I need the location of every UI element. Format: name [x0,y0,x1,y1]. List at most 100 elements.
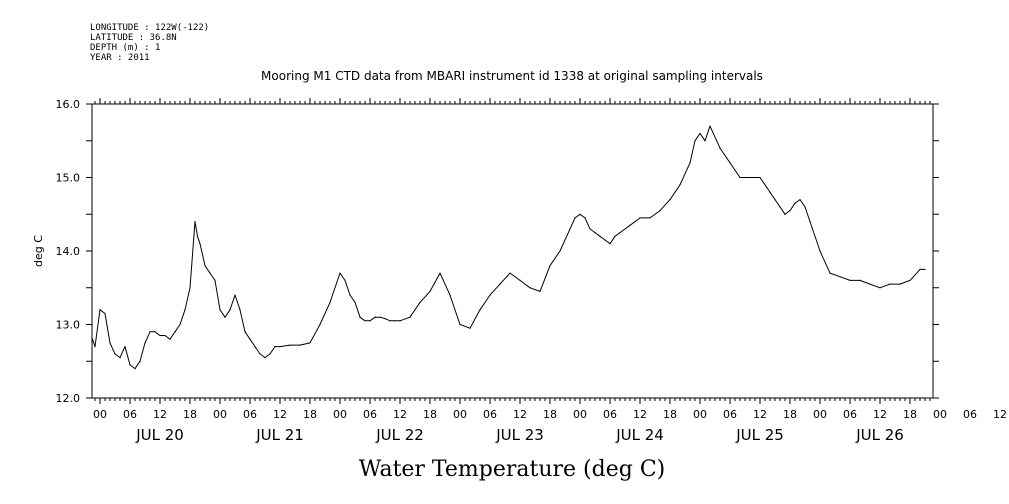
data-point [364,320,366,322]
data-point [469,327,471,329]
data-point [614,235,616,237]
series-group [91,125,926,370]
x-tick-label: 18 [783,408,797,421]
x-tick-labels: 00 06 12 18 00 06 12 18 00 06 12 18 00 06 12 18 00 06 12 18… [93,408,1007,421]
data-point [669,199,671,201]
data-point [694,140,696,142]
data-point [689,162,691,164]
data-point [344,279,346,281]
data-point [539,290,541,292]
data-point [604,239,606,241]
data-point [829,272,831,274]
data-point [124,346,126,348]
data-point [769,191,771,193]
day-label: JUL 26 [855,426,904,444]
data-point [239,309,241,311]
x-tick-label: 00 [573,408,587,421]
data-point [794,202,796,204]
data-point [196,235,199,237]
x-tick-label: 18 [543,408,557,421]
data-point [174,331,176,333]
data-point [549,265,551,267]
x-axis-label: Water Temperature (deg C) [359,457,666,482]
data-point [869,283,871,285]
data-point [139,360,141,362]
data-point [639,217,641,219]
data-point [199,243,201,245]
data-point [879,287,881,289]
x-tick-label: 12 [273,408,287,421]
data-point [589,228,591,230]
data-point [234,294,236,296]
data-point [594,232,596,234]
data-point [749,176,751,179]
data-point [209,272,211,274]
data-point [779,206,781,208]
data-point [214,279,216,281]
x-tick-label: 00 [693,408,707,421]
year-label: YEAR : 2011 [90,53,150,63]
data-point [184,309,186,311]
data-point [729,162,731,164]
data-point [739,176,741,179]
x-tick-label: 18 [663,408,677,421]
data-point [159,334,161,337]
data-point [154,331,156,333]
data-point [499,283,501,285]
data-point [289,344,291,346]
depth-label: DEPTH (m) : 1 [90,43,160,53]
y-tick-labels: 12.0 13.0 14.0 15.0 16.0 [56,98,81,405]
data-point [804,206,806,208]
y-tick-label: 12.0 [56,392,81,405]
data-point [924,268,926,270]
data-point [189,287,191,289]
data-point [409,316,411,318]
x-tick-label: 06 [123,408,137,421]
data-point [529,287,531,289]
day-label: JUL 22 [375,426,424,444]
data-point [849,279,851,281]
y-tick-label: 13.0 [56,319,81,332]
y-tick-label: 16.0 [56,98,81,111]
data-point [819,250,821,252]
data-point [299,344,301,346]
x-tick-label: 06 [723,408,737,421]
data-point [619,232,621,234]
y-tick-label: 15.0 [56,172,81,185]
data-point [459,323,461,326]
data-point [349,294,351,296]
y-axis-label: deg C [32,235,45,267]
data-point [114,353,116,355]
data-point [94,346,96,348]
data-point [259,353,261,355]
data-point [194,221,196,223]
x-tick-label: 00 [213,408,227,421]
data-point [839,276,841,278]
data-point [649,217,651,219]
x-tick-label: 12 [153,408,167,421]
day-label: JUL 20 [135,426,184,444]
data-point [579,213,581,215]
x-tick-label: 00 [813,408,827,421]
day-label: JUL 21 [255,426,304,444]
data-point [774,199,776,201]
data-point [244,331,246,333]
data-point [109,342,111,344]
data-point [704,140,706,142]
plot-frame [91,103,934,399]
data-point [574,217,576,219]
data-point [919,268,921,270]
data-point [369,320,371,322]
data-point [249,338,251,340]
data-point [899,283,901,285]
data-point [279,346,281,348]
chart-title: Mooring M1 CTD data from MBARI instrumen… [261,69,763,83]
day-labels: JUL 20 JUL 21 JUL 22 JUL 23 JUL 24 JUL 25 JUL … [135,426,904,444]
data-point [584,217,586,219]
data-point [759,176,761,179]
data-point [274,346,276,348]
data-point [319,323,321,326]
data-point [599,235,601,237]
data-point [559,250,561,252]
x-tick-label: 00 [333,408,347,421]
